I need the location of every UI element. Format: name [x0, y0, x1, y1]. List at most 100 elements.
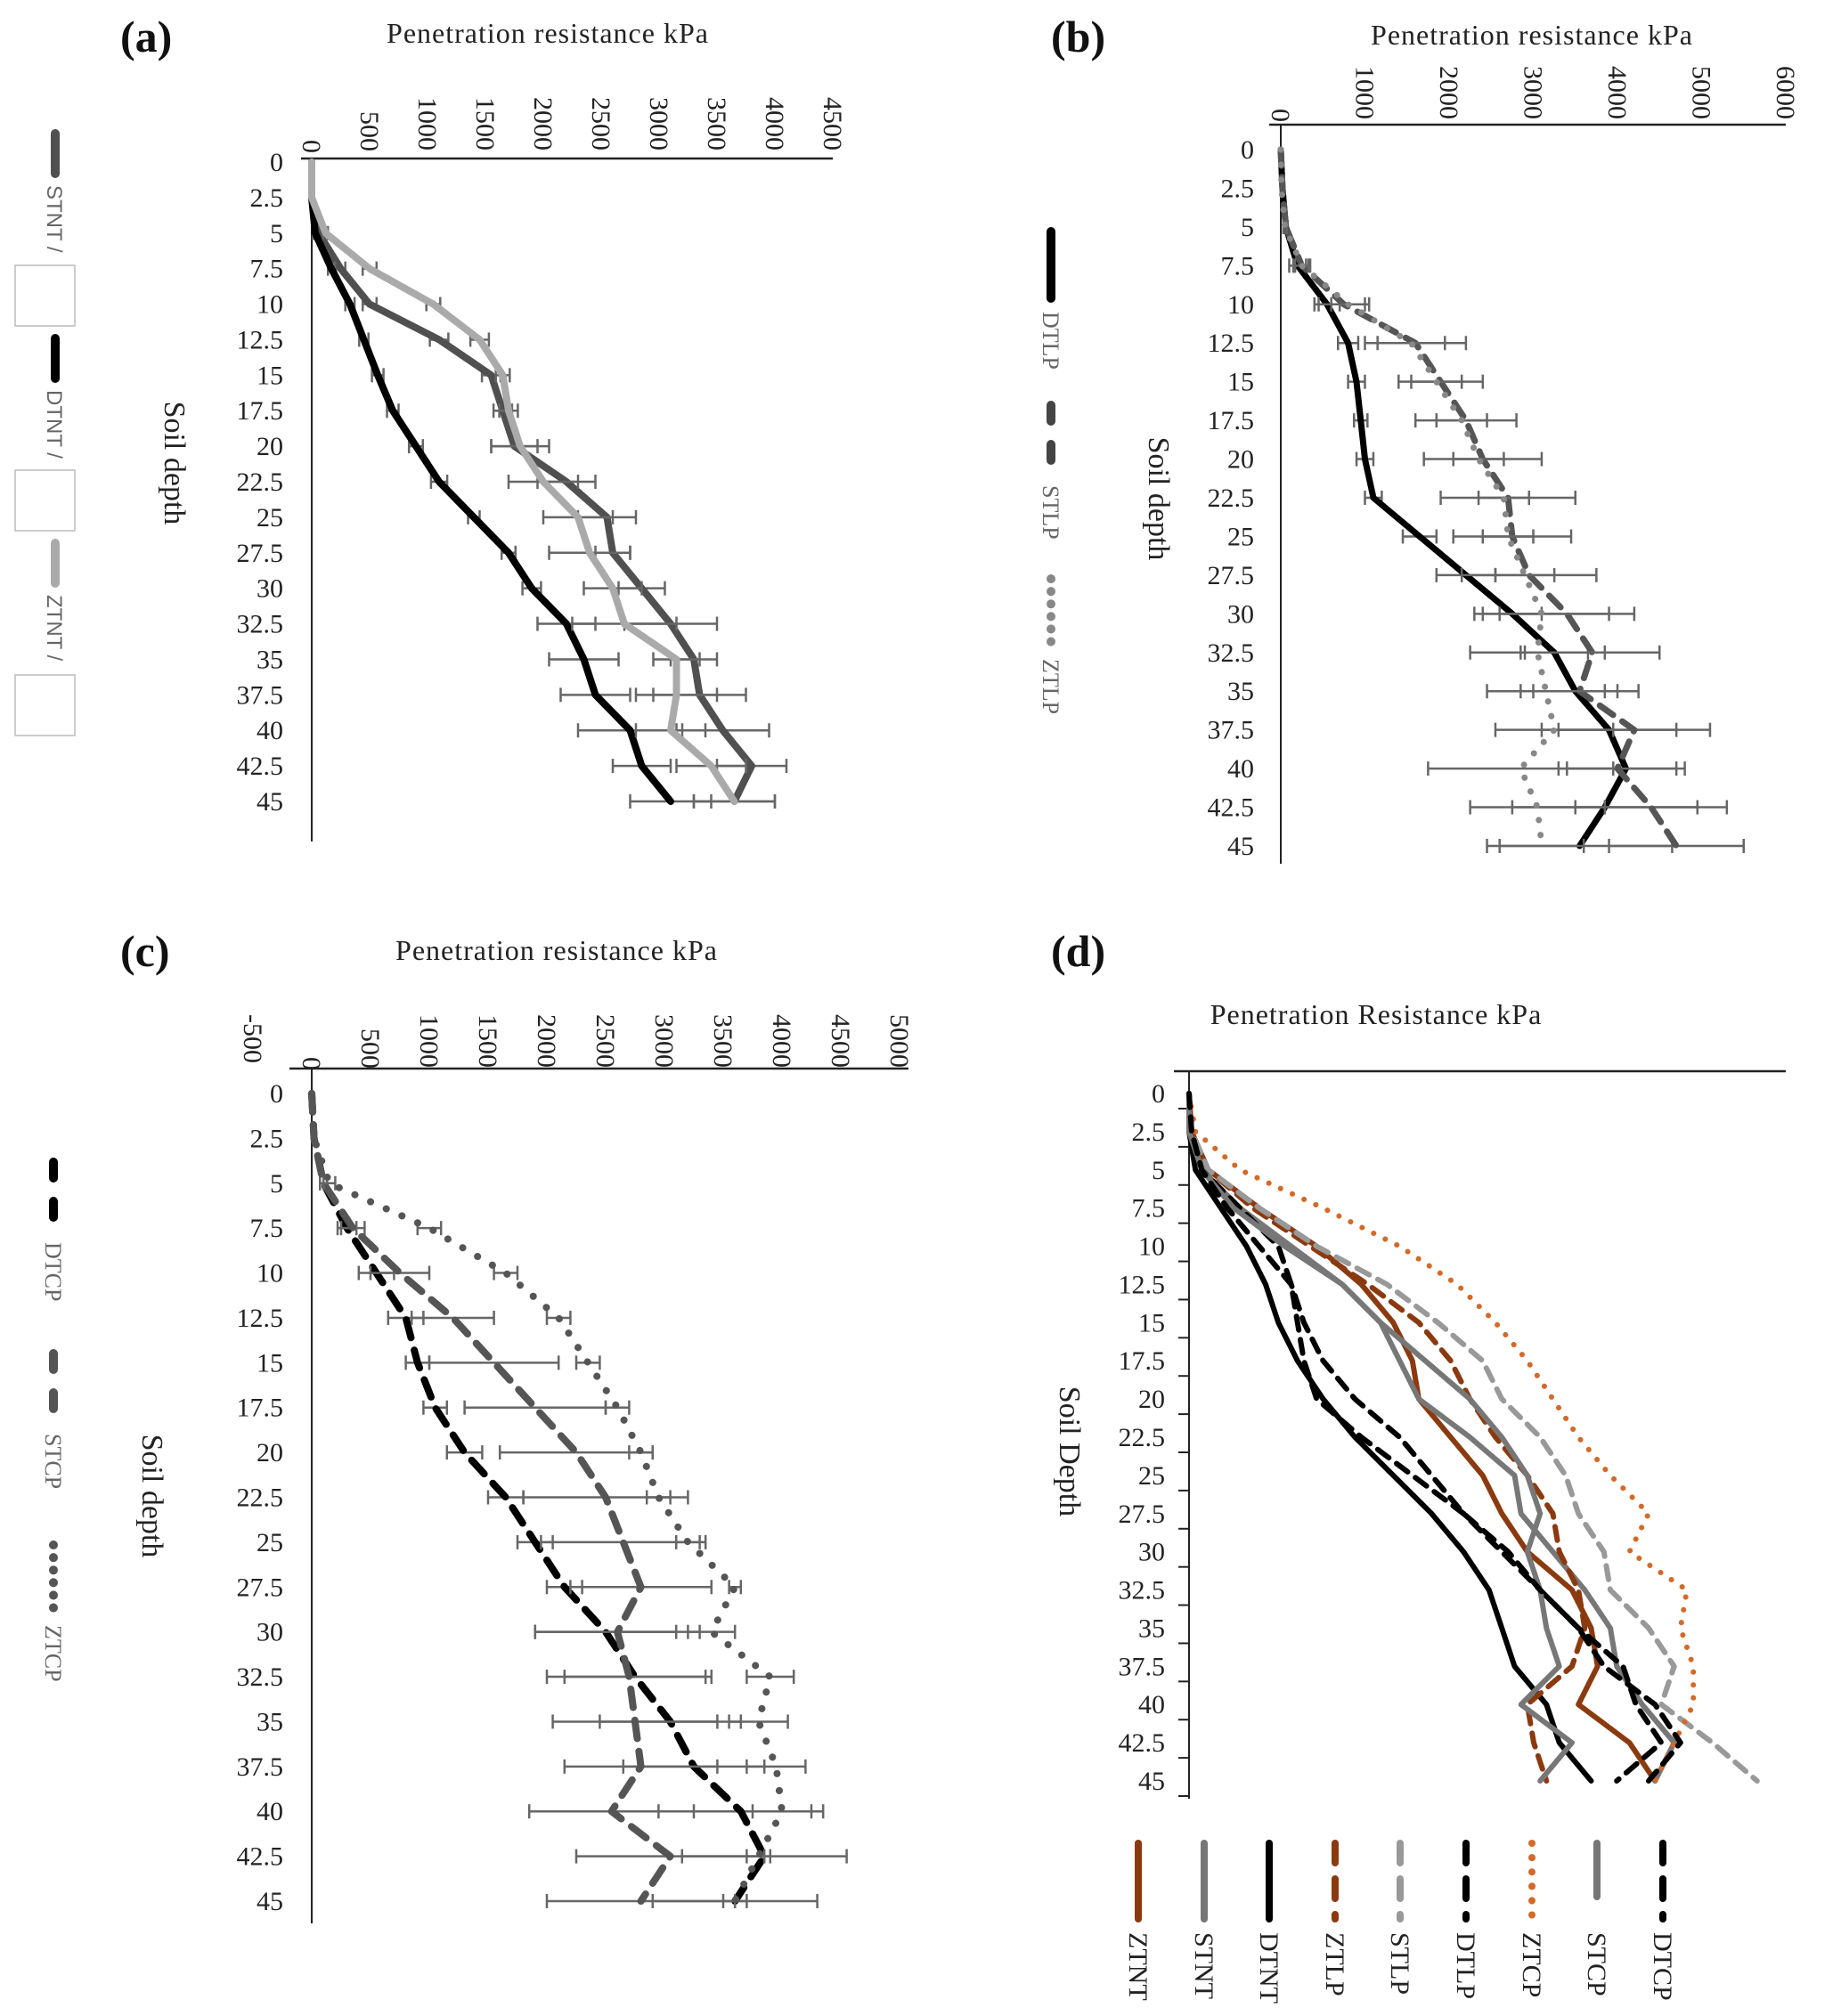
y-tick-label: 25	[257, 503, 283, 532]
y-tick-label: 5	[270, 1169, 283, 1199]
series-stcp	[308, 1090, 766, 1908]
x-tick-label: 3000	[649, 1014, 679, 1068]
series-dtcp	[308, 1090, 848, 1908]
y-tick-label: 20	[257, 432, 283, 461]
legend: ZTNT STNT DTNT ZTLP STLP DTLP ZTCP STCP DTCP	[1123, 1840, 1677, 2004]
series-ztcp	[308, 1090, 813, 1908]
legend-label: STCP	[1582, 1932, 1611, 1996]
legend-label: ZTNT	[1123, 1932, 1153, 2001]
y-tick-label: 45	[1138, 1767, 1165, 1796]
legend-label: STLP	[1385, 1932, 1414, 1995]
y-tick-label: 35	[257, 645, 283, 674]
x-axis-title: Penetration Resistance kPa	[1210, 998, 1543, 1030]
legend: DTLP STLP ZTLP	[1038, 227, 1063, 714]
y-tick-label: 42.5	[1208, 793, 1255, 823]
legend: STNT / DTNT / ZTNT /	[14, 129, 76, 736]
x-tick-label: 2000	[528, 97, 558, 150]
x-tick-label: 3000	[1519, 66, 1548, 119]
y-tick-label: 10	[257, 1259, 283, 1288]
y-tick-label: 10	[257, 290, 283, 320]
y-tick-label: 32.5	[1208, 638, 1255, 668]
series-dtcp	[1186, 1091, 1683, 1784]
y-tick-label: 0	[1152, 1079, 1165, 1109]
y-tick-label: 27.5	[237, 539, 284, 568]
y-tick-label: 42.5	[237, 1842, 284, 1872]
y-tick-label: 32.5	[237, 610, 284, 639]
y-tick-label: 20	[1138, 1385, 1165, 1414]
x-tick-label: 3500	[708, 1014, 737, 1068]
y-tick-label: 37.5	[237, 1752, 284, 1782]
series-ztlp	[1277, 146, 1615, 853]
series-dtnt	[308, 159, 713, 809]
x-axis-title: Penetration resistance kPa	[387, 17, 709, 49]
x-tick-label: 4000	[1602, 66, 1632, 119]
y-tick-label: 17.5	[237, 396, 284, 426]
legend-label: DTLP	[1038, 312, 1063, 370]
y-tick-label: 22.5	[1119, 1423, 1166, 1452]
y-axis-title: Soil depth	[135, 1435, 168, 1558]
panel-d: (d) Penetration Resistance kPa 0 2.5 5 7.5 10 1…	[1051, 926, 1786, 2004]
series-stlp	[1277, 146, 1745, 853]
y-tick-label: 37.5	[1208, 716, 1255, 745]
x-tick-label: 3500	[702, 97, 731, 150]
y-tick-label: 2.5	[1132, 1118, 1166, 1147]
legend-empty-box	[14, 264, 76, 327]
legend-label: ZTNT /	[42, 595, 66, 662]
legend-label: ZTCP	[1517, 1932, 1546, 1997]
y-tick-label: 37.5	[1119, 1652, 1166, 1681]
legend-label: STNT	[1189, 1932, 1218, 1999]
y-tick-label: 12.5	[1119, 1270, 1166, 1299]
y-tick-label: 32.5	[237, 1662, 284, 1692]
y-tick-label: 40	[1227, 754, 1254, 784]
y-tick-label: 40	[257, 1797, 283, 1826]
y-tick-label: 25	[1138, 1461, 1165, 1491]
x-tick-label: 0	[297, 1057, 326, 1070]
legend-empty-box	[14, 469, 76, 532]
y-tick-label: 45	[257, 787, 283, 817]
series-line-stnt	[1186, 1091, 1677, 1784]
y-tick-label: 12.5	[237, 1304, 284, 1333]
legend-label: ZTCP	[40, 1625, 66, 1682]
y-tick-label: 27.5	[1208, 561, 1255, 590]
x-axis-title: Penetration resistance kPa	[395, 934, 718, 966]
y-tick-label: 0	[270, 148, 283, 177]
y-tick-label: 20	[1227, 445, 1254, 475]
series-stlp	[1186, 1091, 1760, 1784]
x-tick-label: 1500	[473, 1014, 502, 1068]
y-tick-label: 37.5	[237, 680, 284, 710]
y-tick-label: 17.5	[237, 1394, 284, 1423]
legend-label: DTCP	[40, 1242, 66, 1301]
y-tick-label: 35	[257, 1707, 283, 1736]
y-tick-label: 5	[1241, 213, 1254, 242]
series-ztnt	[308, 159, 777, 809]
x-tick-label: 1000	[412, 97, 442, 150]
y-tick-label: 42.5	[1119, 1728, 1166, 1758]
y-tick-label: 17.5	[1119, 1346, 1166, 1376]
y-tick-label: 30	[1138, 1538, 1165, 1567]
legend-label: ZTLP	[1320, 1932, 1349, 1996]
panel-label: (b)	[1051, 12, 1105, 61]
x-tick-label: -500	[238, 1014, 267, 1063]
series-line-dtnt	[1186, 1091, 1594, 1784]
legend-label: STLP	[1038, 485, 1063, 540]
x-tick-label: 5000	[884, 1014, 914, 1068]
y-tick-label: 27.5	[237, 1573, 284, 1602]
y-tick-label: 7.5	[1221, 251, 1255, 280]
legend-label: DTLP	[1451, 1932, 1480, 1999]
y-tick-label: 0	[1241, 135, 1254, 165]
x-tick-label: 3000	[644, 97, 673, 150]
series-line-ztnt	[1186, 1091, 1658, 1784]
y-tick-label: 35	[1138, 1614, 1165, 1643]
y-tick-label: 27.5	[1119, 1500, 1166, 1529]
y-tick-label: 40	[1138, 1690, 1165, 1719]
panel-b: (b) Penetration resistance kPa 0 1000 2000 30…	[1038, 12, 1800, 864]
x-tick-label: 5000	[1687, 66, 1716, 119]
y-tick-label: 15	[257, 361, 283, 390]
y-tick-label: 5	[1152, 1156, 1165, 1185]
y-tick-label: 30	[257, 1618, 283, 1647]
legend-label: DTCP	[1648, 1932, 1677, 2001]
series-ztnt	[1186, 1091, 1658, 1784]
panel-label: (c)	[120, 926, 170, 976]
